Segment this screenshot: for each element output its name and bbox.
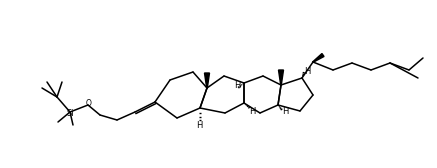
Text: H: H	[234, 80, 240, 90]
Polygon shape	[205, 73, 209, 88]
Text: O: O	[86, 99, 92, 108]
Text: Si: Si	[66, 109, 74, 118]
Text: H: H	[282, 108, 288, 116]
Text: H: H	[304, 67, 310, 75]
Polygon shape	[278, 70, 284, 85]
Text: H: H	[249, 107, 255, 116]
Polygon shape	[313, 54, 324, 62]
Text: H: H	[196, 121, 202, 131]
